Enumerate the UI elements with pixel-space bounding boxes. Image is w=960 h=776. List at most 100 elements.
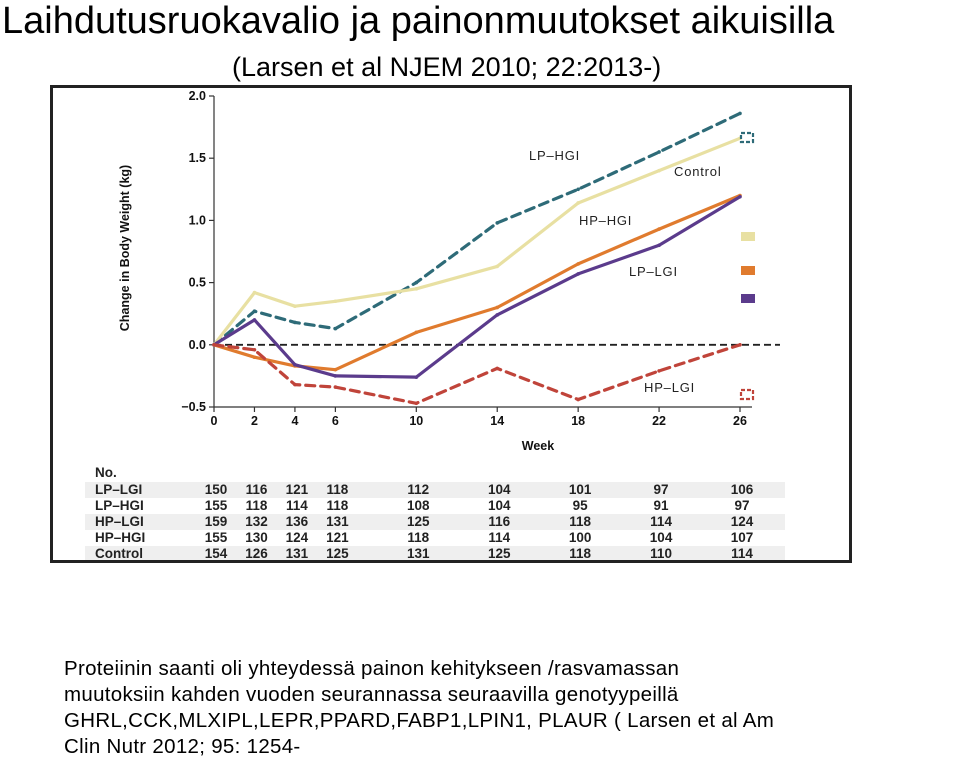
table-cell: 107 [731,530,754,545]
table-row [85,530,785,546]
table-cell: 101 [569,482,592,497]
series-line [212,193,742,372]
table-row [85,482,785,498]
table-cell: 116 [488,514,510,529]
table-row [85,498,785,514]
table-cell: 114 [731,546,753,561]
table-cell: 155 [205,498,228,513]
table-cell: 114 [488,530,510,545]
table-cell: 118 [326,482,348,497]
data-point [738,194,742,199]
series-label: HP–HGI [579,213,632,228]
data-point [414,287,419,291]
x-tick-label: 2 [251,414,258,428]
data-point [495,366,500,371]
table-row-label: HP–HGI [95,530,145,545]
data-point [293,362,297,367]
table-cell: 132 [245,514,268,529]
table-cell: 125 [407,514,430,529]
y-tick-label: 2.0 [189,89,206,103]
data-point [252,347,257,352]
data-point [252,309,257,314]
table-cell: 118 [326,498,348,513]
body-line: GHRL,CCK,MLXIPL,LEPR,PPARD,FABP1,LPIN1, … [64,709,775,732]
end-marker [741,266,755,275]
line-chart: −0.5 0.0 0.5 1.0 1.5 2.0 0 2 4 6 10 14 18 22 26 Week Cha… [85,89,785,561]
table-cell: 104 [488,482,511,497]
table-cell: 125 [488,546,511,561]
data-point [293,382,297,387]
table-cell: 131 [326,514,349,529]
body-text: Proteiinin saanti oli yhteydessä painon … [64,656,944,760]
table-cell: 124 [286,530,309,545]
table-cell: 112 [407,482,429,497]
chart-figure: −0.5 0.0 0.5 1.0 1.5 2.0 0 2 4 6 10 14 18 22 26 Week Cha… [50,85,852,563]
data-point [495,221,500,225]
series-label: LP–HGI [529,148,580,163]
table-cell: 95 [573,498,589,513]
table-cell: 106 [731,482,754,497]
data-point [495,313,500,317]
body-line: muutoksiin kahden vuoden seurannassa seu… [64,683,679,706]
data-point [252,318,257,322]
data-point [576,187,580,192]
body-line: Clin Nutr 2012; 95: 1254- [64,735,301,758]
data-point [252,290,257,295]
data-point [333,367,338,372]
data-point [414,330,419,335]
table-cell: 118 [569,514,591,529]
table-cell: 91 [654,498,670,513]
table-cell: 131 [407,546,430,561]
x-tick-label: 4 [291,414,298,428]
y-axis-label: Change in Body Weight (kg) [118,165,132,331]
data-point [657,168,661,173]
x-tick-label: 10 [409,414,423,428]
table-cell: 159 [205,514,228,529]
series-label: LP–LGI [629,264,678,279]
end-marker [739,388,755,401]
data-point [333,326,338,331]
table-cell: 100 [569,530,592,545]
data-point [576,262,580,266]
table-cell: 124 [731,514,754,529]
table-cell: 130 [245,530,268,545]
table-cell: 121 [286,482,309,497]
x-tick-label: 26 [733,414,747,428]
table-cell: 136 [286,514,309,529]
x-tick-label: 6 [332,414,339,428]
table-cell: 118 [569,546,591,561]
data-point [657,150,661,154]
x-tick-label: 18 [571,414,585,428]
table-row-label: LP–LGI [95,482,142,497]
table-cell: 104 [488,498,511,513]
table-row-label: Control [95,546,143,561]
table-cell: 104 [650,530,673,545]
table-header: No. [95,465,117,480]
data-point [576,201,580,205]
series-label: Control [674,164,722,179]
x-tick-label: 22 [652,414,666,428]
body-line: Proteiinin saanti oli yhteydessä painon … [64,657,680,680]
data-point [333,374,338,378]
x-tick-label: 0 [211,414,218,428]
table-cell: 97 [654,482,669,497]
data-point [414,280,419,285]
data-point [333,299,338,304]
data-point [657,227,661,231]
x-tick-label: 14 [490,414,504,428]
table-cell: 126 [245,546,268,561]
slide-title: Laihdutusruokavalio ja painonmuutokset a… [2,0,835,42]
data-point [495,264,500,269]
table-cell: 97 [734,498,749,513]
data-point [657,243,661,248]
table-cell: 110 [650,546,672,561]
table-cell: 108 [407,498,430,513]
data-point [293,304,297,309]
y-tick-label: 1.5 [189,151,206,165]
data-point [657,369,661,373]
y-tick-label: 1.0 [189,213,206,227]
series-line [212,195,742,379]
data-point [414,375,419,379]
table-cell: 155 [205,530,228,545]
slide-subtitle: (Larsen et al NJEM 2010; 22:2013-) [232,52,662,82]
